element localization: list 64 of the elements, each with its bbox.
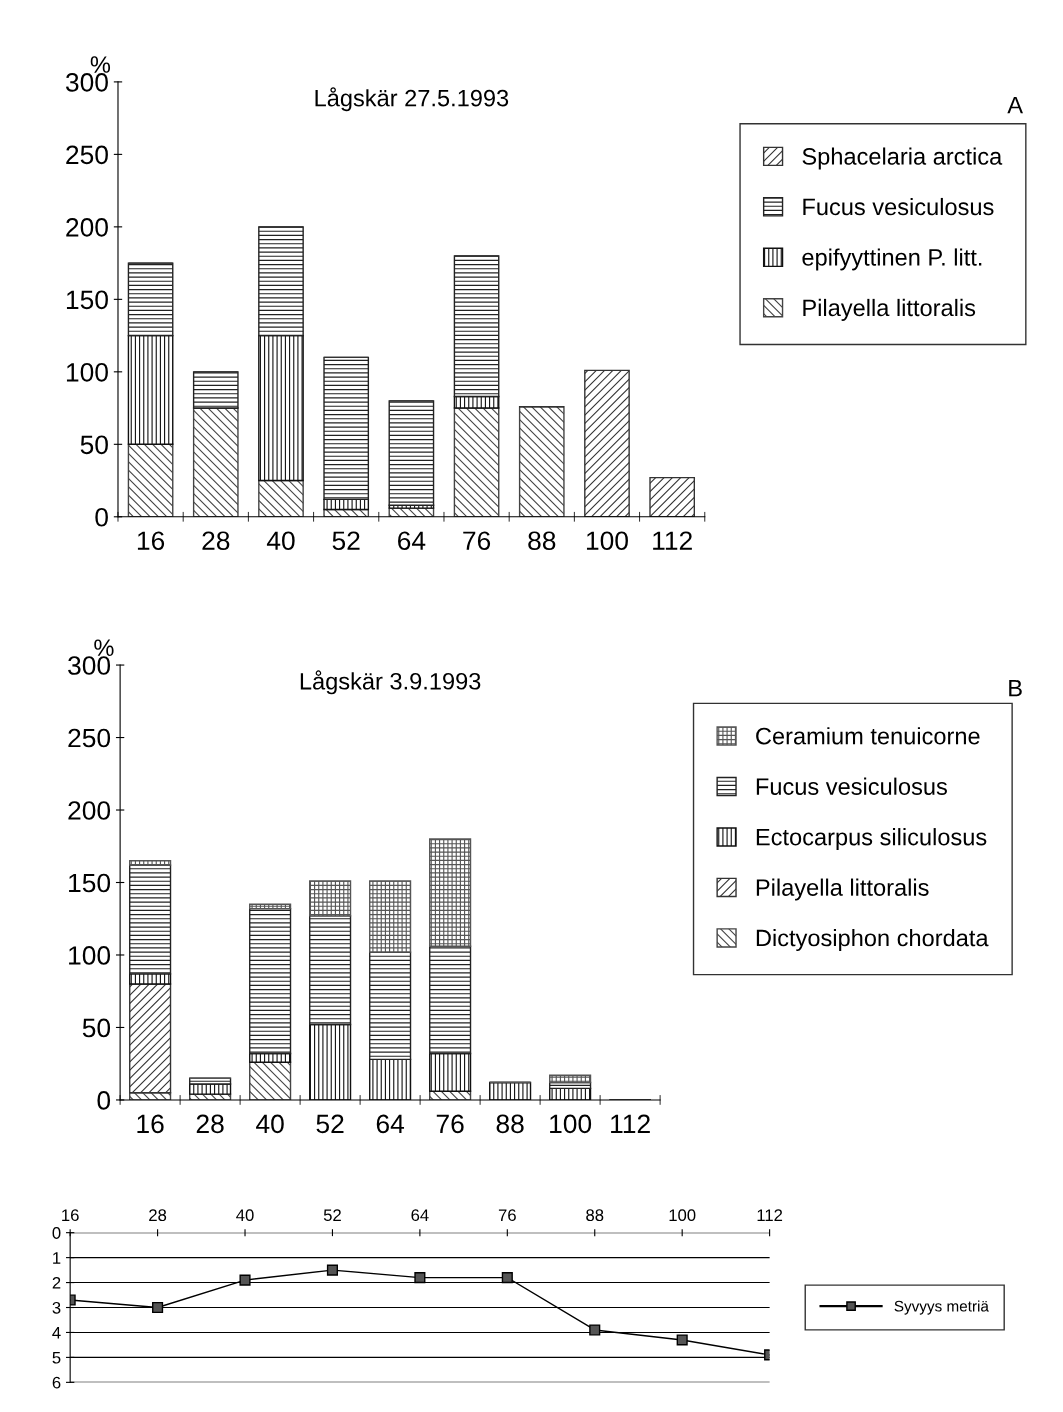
legend-label: Fucus vesiculosus [803, 197, 994, 216]
legend-label: Ceramium tenuicorne [756, 727, 980, 745]
legend-label: Ectocarpus siliculosus [756, 828, 987, 851]
y-tick-label: 100 [66, 362, 108, 382]
x-tick-label: 16 [137, 531, 165, 551]
x-tick-label: 16 [62, 1209, 79, 1222]
y-tick-label: 0 [52, 1227, 61, 1239]
x-tick-label: 88 [586, 1209, 604, 1222]
y-tick-label: 4 [52, 1327, 61, 1339]
x-tick-label: 112 [653, 531, 692, 550]
x-tick-label: 28 [149, 1209, 167, 1222]
y-tick-label: 5 [52, 1351, 61, 1364]
y-tick-label: 6 [52, 1376, 61, 1389]
y-axis-title: % [94, 639, 114, 656]
x-tick-label: 76 [463, 531, 491, 551]
y-tick-label: 250 [66, 145, 108, 165]
x-tick-label: 16 [137, 1114, 164, 1134]
y-tick-label: 2 [52, 1276, 61, 1289]
legend-label: Sphacelaria arctica [802, 147, 1003, 170]
y-tick-label: 300 [65, 73, 108, 92]
y-tick-label: 150 [66, 290, 108, 310]
y-axis-title: % [90, 56, 111, 73]
x-tick-label: 88 [496, 1114, 524, 1134]
x-tick-label: 52 [323, 1209, 341, 1222]
x-tick-label: 64 [411, 1209, 429, 1222]
legend-label: Pilayella littoralis [756, 878, 929, 901]
legend-label: Pilayella littoralis [803, 298, 976, 321]
x-tick-label: 28 [196, 1114, 224, 1134]
x-tick-label: 28 [202, 531, 230, 551]
x-tick-label: 88 [528, 531, 556, 551]
chart-title: Lågskär 27.5.1993 [315, 87, 509, 112]
x-tick-label: 64 [398, 531, 426, 551]
y-tick-label: 250 [68, 728, 111, 748]
x-tick-label: 100 [669, 1209, 696, 1222]
x-tick-label: 40 [256, 1114, 284, 1134]
x-tick-label: 76 [436, 1114, 464, 1134]
x-tick-label: 40 [236, 1209, 254, 1222]
x-tick-label: 100 [586, 531, 628, 551]
y-tick-label: 100 [69, 946, 111, 965]
legend-label: Fucus vesiculosus [756, 777, 947, 795]
y-tick-label: 300 [68, 656, 111, 675]
x-tick-label: 100 [550, 1114, 592, 1134]
y-tick-label: 200 [66, 218, 108, 237]
x-tick-label: 64 [376, 1114, 405, 1134]
x-tick-label: 52 [332, 531, 360, 551]
y-tick-label: 3 [52, 1301, 61, 1314]
y-tick-label: 50 [82, 1018, 111, 1038]
x-tick-label: 40 [266, 531, 295, 551]
y-tick-label: 200 [68, 801, 111, 820]
x-tick-label: 112 [611, 1114, 650, 1133]
text: A [1007, 96, 1023, 114]
x-tick-label: 52 [316, 1114, 344, 1134]
chart-title: Lågskär 3.9.1993 [300, 670, 481, 695]
y-tick-label: 150 [69, 873, 111, 893]
legend-label: epifyyttinen P. litt. [802, 248, 982, 271]
legend-label: Dictyosiphon chordata [756, 929, 989, 952]
legend-label: Syvyys metriä [894, 1300, 989, 1315]
y-tick-label: 1 [53, 1252, 61, 1264]
y-tick-label: 50 [80, 435, 108, 455]
x-tick-label: 112 [757, 1209, 783, 1221]
y-tick-label: 0 [95, 507, 108, 527]
x-tick-label: 76 [498, 1209, 516, 1222]
text: B [1009, 680, 1022, 697]
y-tick-label: 0 [97, 1091, 111, 1110]
